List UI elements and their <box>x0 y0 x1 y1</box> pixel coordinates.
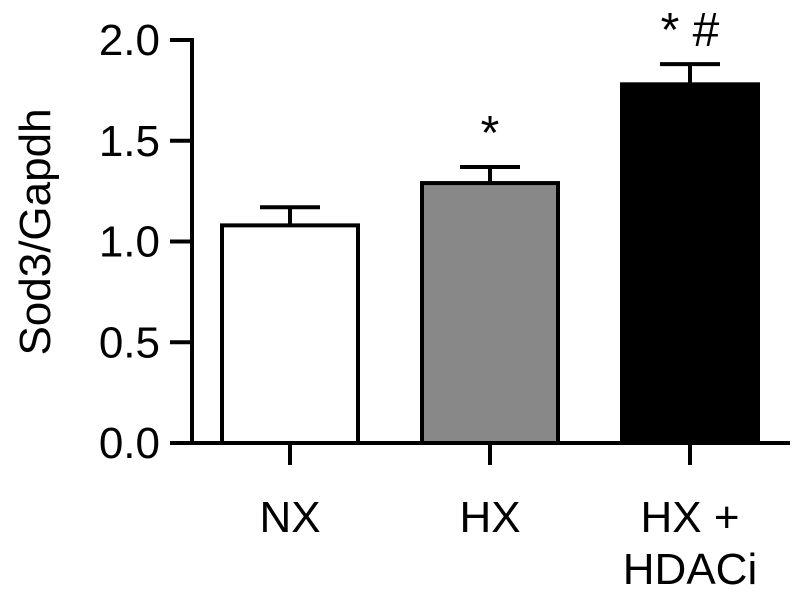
y-tick-label: 2.0 <box>99 16 160 65</box>
y-tick-label: 1.0 <box>99 218 160 267</box>
bars: * * # <box>220 4 760 446</box>
y-tick-label: 0.0 <box>99 419 160 468</box>
x-tick-label: HX <box>459 493 520 542</box>
y-tick-label: 0.5 <box>99 318 160 367</box>
x-tick-label: HX + HDACi <box>623 493 757 594</box>
x-tick-label: NX <box>259 493 320 542</box>
x-tick-labels: NX HX HX + HDACi <box>259 443 757 594</box>
significance-marker: * <box>481 107 500 160</box>
y-ticks: 0.0 0.5 1.0 1.5 2.0 <box>99 16 192 468</box>
bar <box>420 181 560 445</box>
bar <box>620 82 760 446</box>
y-tick-label: 1.5 <box>99 117 160 166</box>
significance-marker: * # <box>661 4 720 57</box>
y-axis-label: Sod3/Gapdh <box>11 108 60 355</box>
bar <box>220 223 360 445</box>
